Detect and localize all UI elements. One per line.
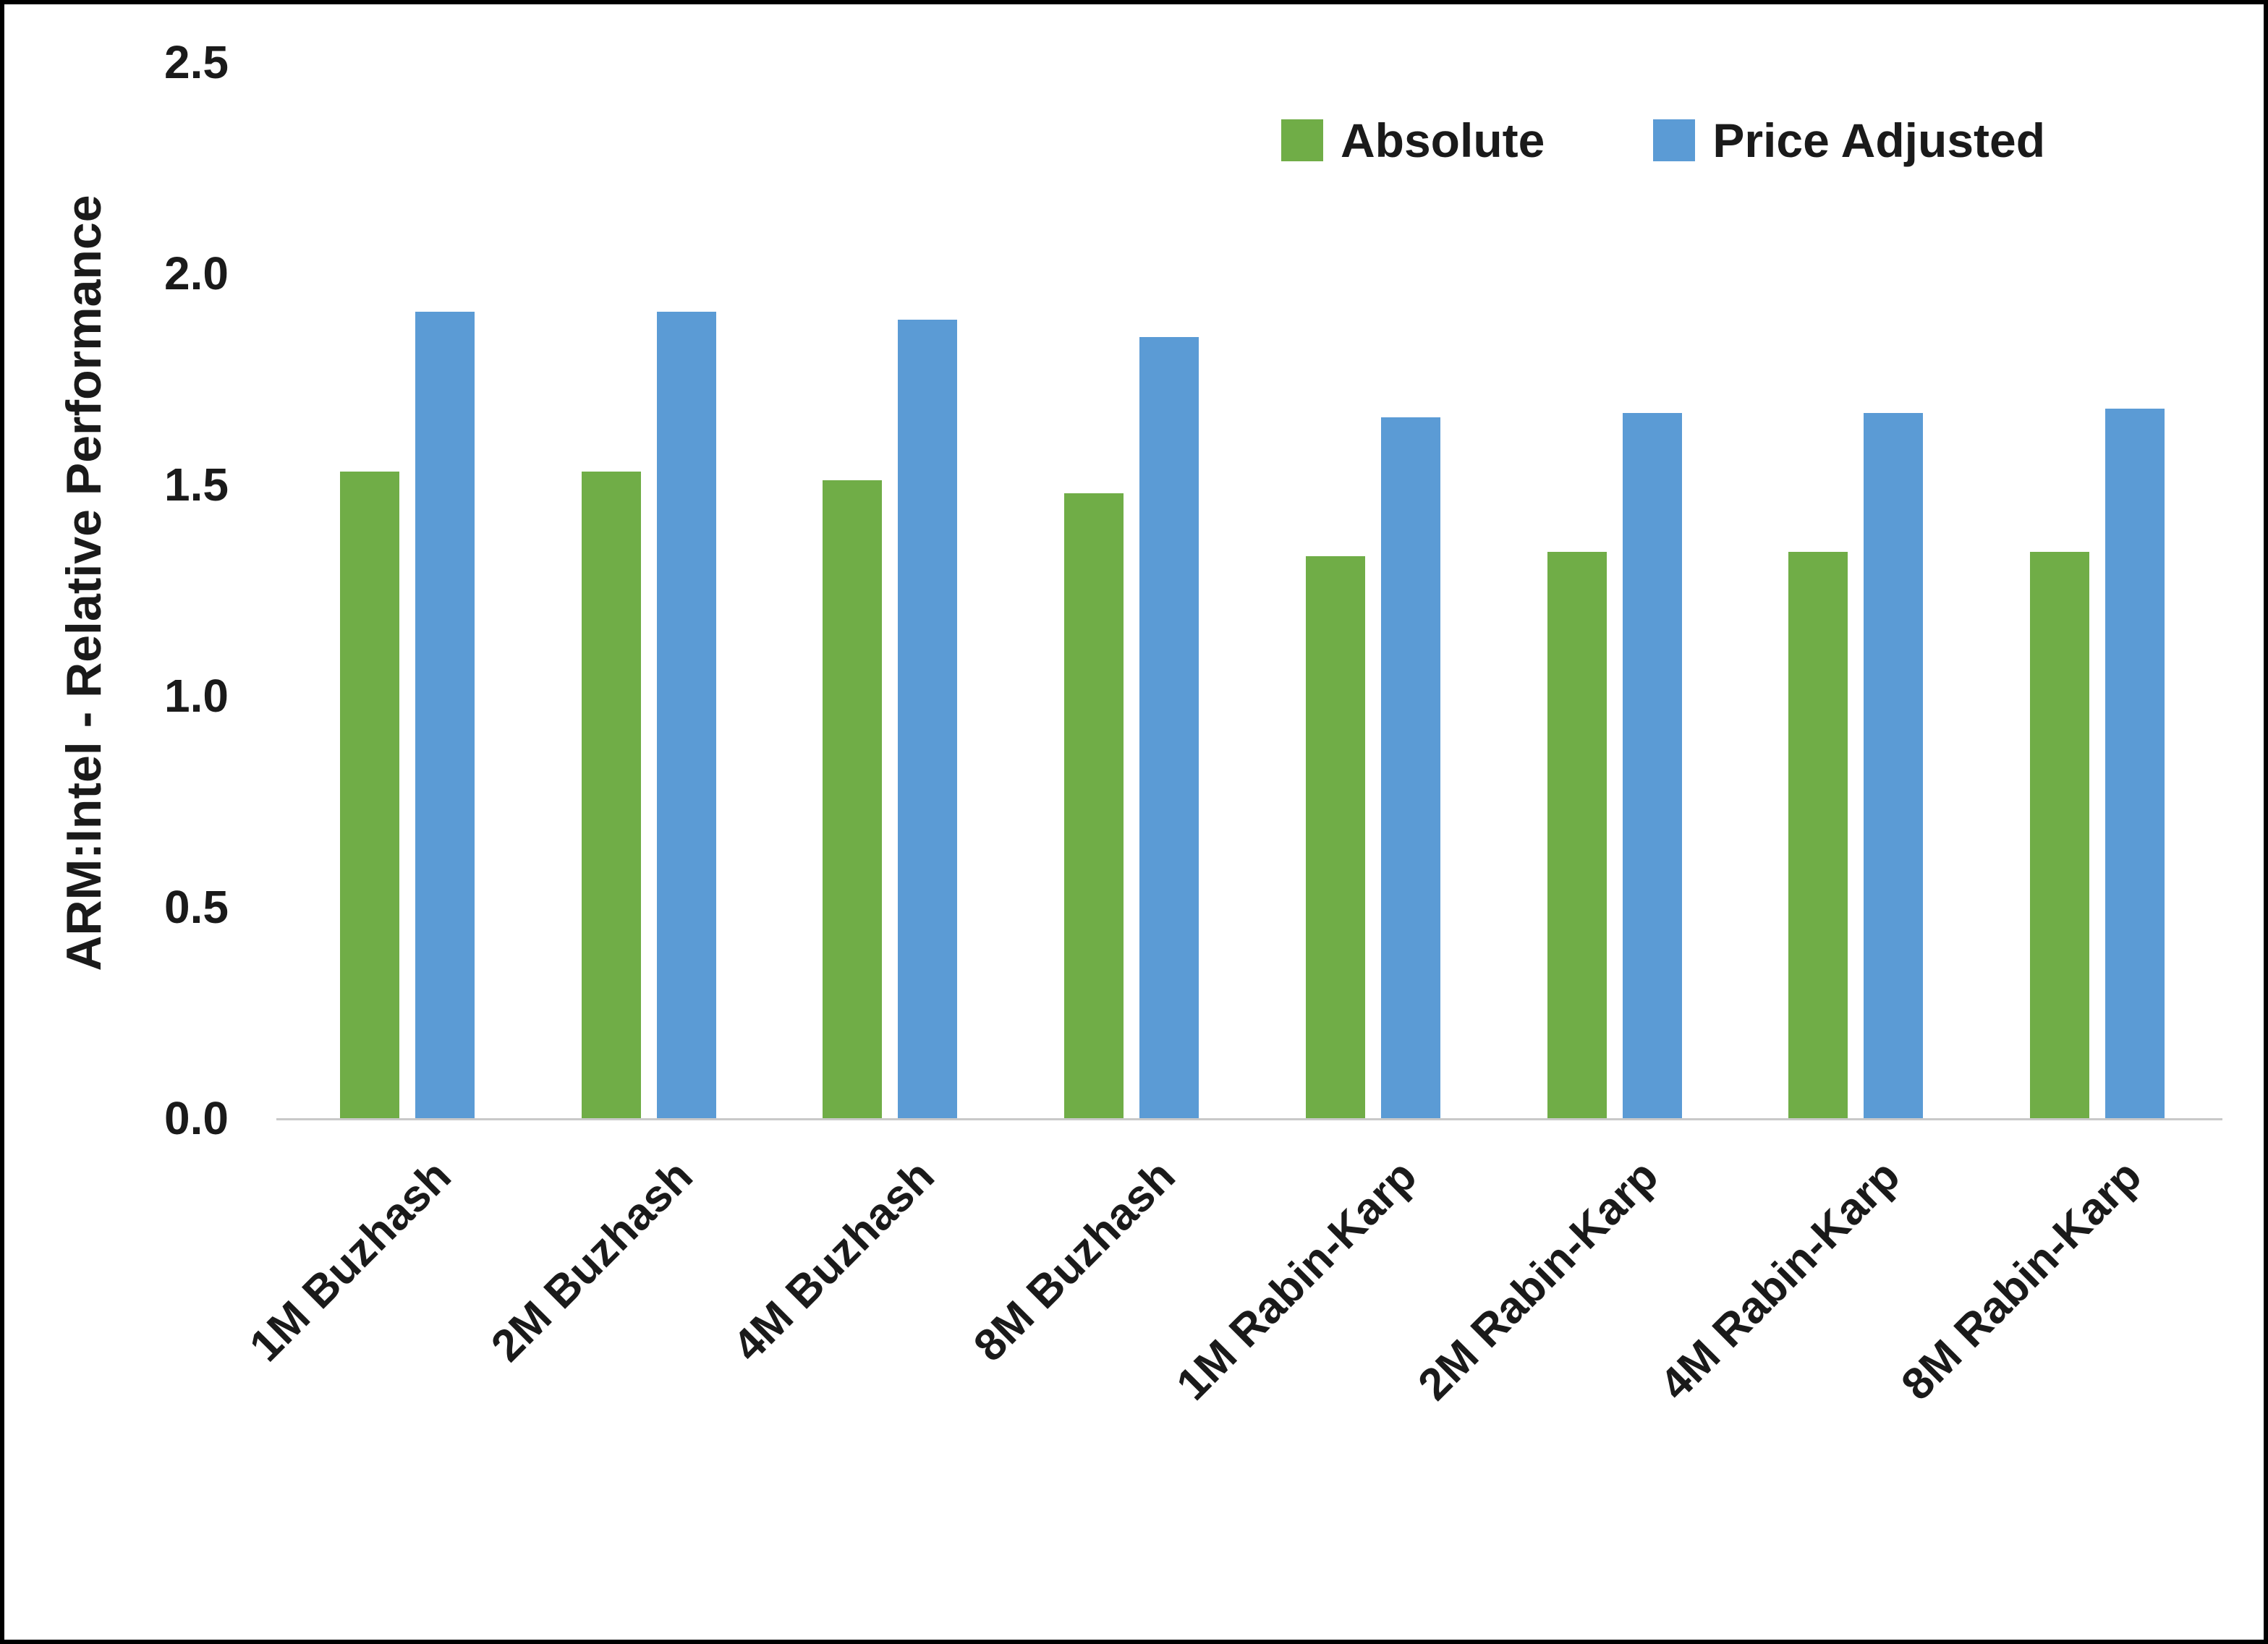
bar-price-adjusted (1864, 412, 1924, 1118)
x-axis-category-label: 2M Buzhash (482, 1151, 702, 1371)
x-axis-category-label: 4M Rabin-Karp (1650, 1151, 1910, 1410)
legend-item-absolute: Absolute (1281, 113, 1545, 168)
legend: Absolute Price Adjusted (1281, 113, 2045, 168)
legend-swatch-absolute (1281, 119, 1323, 161)
x-axis-category-label: 1M Buzhash (240, 1151, 461, 1371)
bar-absolute (2030, 552, 2090, 1118)
legend-item-price-adjusted: Price Adjusted (1653, 113, 2045, 168)
bar-absolute (1064, 493, 1124, 1118)
y-axis-title: ARM:Intel - Relative Performance (56, 195, 111, 971)
bar-absolute (1547, 552, 1607, 1118)
x-axis-category-label: 4M Buzhash (723, 1151, 944, 1371)
x-axis-category-label: 8M Buzhash (964, 1151, 1186, 1371)
bar-price-adjusted (898, 320, 958, 1118)
legend-label-price-adjusted: Price Adjusted (1712, 114, 2046, 167)
legend-label-absolute: Absolute (1341, 114, 1545, 167)
y-axis-tick-label: 1.5 (164, 459, 229, 511)
bar-price-adjusted (1380, 417, 1440, 1118)
bar-absolute (339, 472, 399, 1118)
legend-swatch-price-adjusted (1653, 119, 1696, 161)
bar-price-adjusted (656, 311, 716, 1118)
x-axis-category-label: 2M Rabin-Karp (1409, 1151, 1668, 1410)
x-axis-category-label: 8M Rabin-Karp (1891, 1151, 2152, 1410)
bar-price-adjusted (1622, 412, 1682, 1118)
bar-price-adjusted (2105, 408, 2165, 1118)
y-axis-tick-label: 2.0 (164, 247, 229, 299)
bar-price-adjusted (415, 311, 475, 1118)
x-axis-category-label: 1M Rabin-Karp (1167, 1151, 1427, 1410)
x-axis-line (276, 1118, 2222, 1120)
bar-absolute (823, 480, 883, 1118)
y-axis-tick-label: 0.0 (164, 1092, 229, 1144)
y-axis-tick-label: 1.0 (164, 670, 229, 722)
bar-price-adjusted (1139, 336, 1199, 1118)
y-axis-tick-label: 2.5 (164, 36, 229, 88)
y-axis-tick-label: 0.5 (164, 881, 229, 933)
bar-absolute (581, 472, 641, 1118)
bar-absolute (1305, 556, 1365, 1118)
bar-absolute (1788, 552, 1848, 1118)
